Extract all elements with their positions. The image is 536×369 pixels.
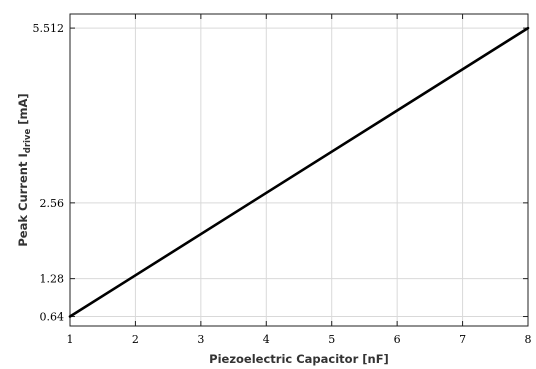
x-axis-label: Piezoelectric Capacitor [nF] <box>209 352 389 366</box>
x-tick-label: 7 <box>459 333 466 346</box>
x-tick-label: 6 <box>394 333 401 346</box>
y-tick-label: 1.28 <box>40 273 65 286</box>
x-tick-label: 2 <box>132 333 139 346</box>
x-tick-label: 8 <box>525 333 532 346</box>
x-tick-label: 4 <box>263 333 270 346</box>
y-axis-label-main: Peak Current I <box>16 153 30 246</box>
grid-layer <box>70 14 528 326</box>
y-tick-label: 0.64 <box>40 311 65 324</box>
series-layer <box>68 26 530 318</box>
y-tick-label: 2.56 <box>40 197 65 210</box>
y-axis-label: Peak Current Idrive [mA] <box>16 93 33 246</box>
y-tick-label: 5.512 <box>33 22 65 35</box>
x-tick-label: 3 <box>197 333 204 346</box>
x-tick-label: 1 <box>67 333 74 346</box>
series-line <box>68 26 530 318</box>
tick-layer: 1 2 3 4 5 6 7 8 0.64 1.28 2.56 5.512 <box>33 14 532 346</box>
y-axis-label-unit: [mA] <box>16 93 30 128</box>
y-axis-label-subscript: drive <box>23 129 33 154</box>
plot-frame <box>69 13 529 327</box>
x-tick-label: 5 <box>328 333 335 346</box>
